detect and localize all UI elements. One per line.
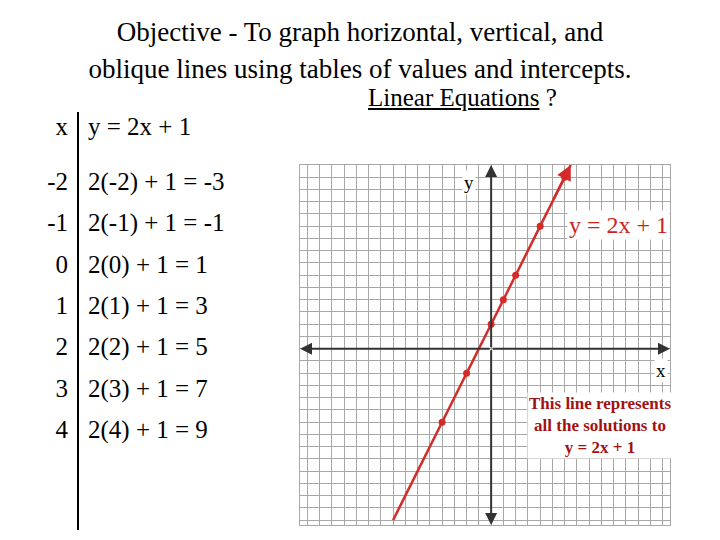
html-text:y = 2x + 1: y = 2x + 1: [88, 113, 192, 140]
svg-text:This line representsall the so: This line representsall the solutions to…: [529, 394, 671, 457]
html-text:2(3) + 1 = 7: 2(3) + 1 = 7: [88, 374, 208, 402]
svg-text:x: x: [656, 360, 666, 381]
html-text:oblique lines using tables of: oblique lines using tables of values and…: [88, 54, 632, 84]
html-text:-2: -2: [47, 168, 68, 195]
html-text:2(2) + 1 = 5: 2(2) + 1 = 5: [88, 333, 208, 361]
html-text:Objective - To graph horizonta: Objective - To graph horizontal, vertica…: [116, 17, 604, 47]
html-text:2(1) + 1 = 3: 2(1) + 1 = 3: [88, 291, 208, 319]
html-text:2(0) + 1 = 1: 2(0) + 1 = 1: [88, 250, 208, 278]
html-text:2: 2: [55, 333, 68, 361]
html-text:-1: -1: [47, 209, 68, 237]
svg-text:y: y: [464, 172, 474, 193]
html-text:1: 1: [55, 291, 68, 319]
html-text:3: 3: [55, 374, 68, 402]
html-text:2(-1) + 1 = -1: 2(-1) + 1 = -1: [88, 209, 225, 237]
html-text:4: 4: [55, 415, 68, 443]
html-text:0: 0: [55, 250, 68, 278]
html-text:x: x: [55, 113, 68, 140]
html-text:2(4) + 1 = 9: 2(4) + 1 = 9: [88, 415, 208, 443]
html-text:Linear Equations?: Linear Equations?: [368, 84, 557, 111]
html-text:2(-2) + 1 = -3: 2(-2) + 1 = -3: [88, 168, 225, 195]
svg-text:y = 2x + 1: y = 2x + 1: [569, 212, 668, 238]
